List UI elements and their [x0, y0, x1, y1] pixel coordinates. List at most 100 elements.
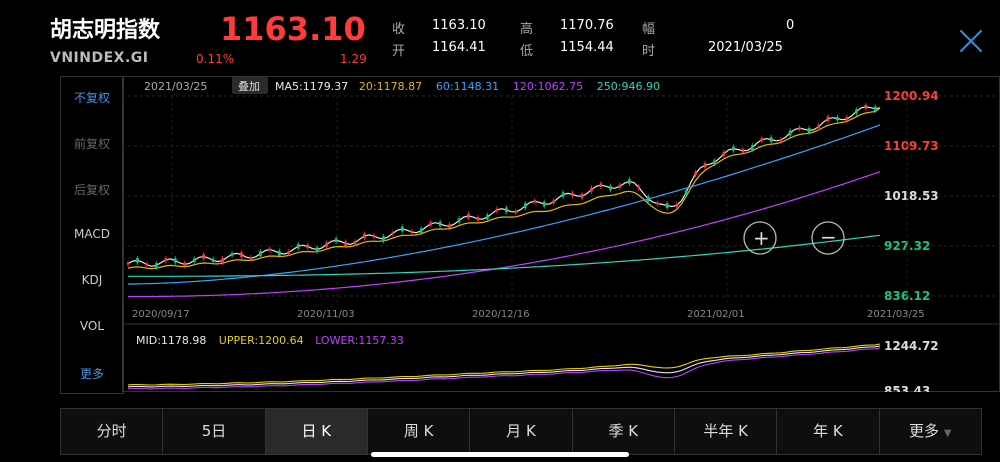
chart-area[interactable]: 2021/03/25 叠加 MA5:1179.37 20:1178.87 60:1148…	[122, 76, 1000, 398]
candle-body	[826, 116, 830, 122]
candle-body	[580, 193, 584, 199]
x-axis-label-1: 2020/11/03	[297, 309, 355, 320]
quote-value-low: 1154.44	[560, 40, 614, 55]
tab-yearly-k[interactable]: 年 K	[777, 409, 880, 454]
overlay-button-bg[interactable]	[232, 77, 268, 94]
candle-body	[703, 163, 707, 168]
kline-chart[interactable]: 2021/03/25 叠加 MA5:1179.37 20:1178.87 60:1148…	[122, 76, 1000, 398]
candle-body	[476, 217, 480, 221]
candle-body	[429, 222, 432, 226]
tab-5day[interactable]: 5日	[163, 409, 266, 454]
candle-body	[864, 104, 868, 109]
candle-body	[173, 258, 177, 263]
candle-body	[344, 241, 347, 246]
candle-body	[561, 192, 565, 197]
candle-body	[788, 130, 792, 136]
candle-body	[334, 238, 338, 243]
candle-body	[665, 203, 669, 209]
quote-value-high: 1170.76	[560, 18, 614, 33]
candle-body	[192, 258, 196, 263]
boll-legend-1: UPPER:1200.64	[219, 334, 304, 347]
ma-legend-0: MA5:1179.37	[275, 80, 348, 93]
change-percent: 0.11%	[196, 52, 235, 66]
sidebar-item-backward-adjust[interactable]: 后复权	[73, 183, 110, 197]
candle-body	[183, 262, 187, 267]
candle-body	[259, 251, 262, 257]
candle-body	[523, 203, 527, 209]
sidebar-item-vol[interactable]: VOL	[79, 319, 105, 333]
candle-body	[448, 224, 451, 229]
quote-label-high: 高	[520, 22, 534, 37]
candle-body	[287, 251, 291, 255]
sidebar-item-no-adjust[interactable]: 不复权	[73, 91, 110, 105]
last-price: 1163.10	[220, 10, 366, 48]
tab-daily-k[interactable]: 日 K	[265, 409, 368, 454]
candle-body	[628, 178, 631, 184]
candle-body	[401, 226, 404, 232]
price-axis-label-2: 1018.53	[884, 189, 939, 203]
close-icon[interactable]	[958, 28, 984, 54]
candle-body	[514, 210, 518, 213]
candle-body	[533, 200, 537, 203]
boll-legend-0: MID:1178.98	[136, 334, 206, 347]
ma-legend-1: 20:1178.87	[359, 80, 422, 93]
boll-mid-line	[127, 345, 881, 388]
candle-body	[571, 192, 574, 197]
candle-body	[467, 213, 470, 219]
candle-body	[873, 106, 877, 111]
overlay-button[interactable]: 叠加	[238, 80, 260, 93]
candle-body	[221, 258, 224, 263]
candle-body	[315, 247, 319, 252]
index-code: VNINDEX.GI	[50, 50, 149, 66]
boll-axis-label-1: 853.43	[884, 384, 930, 392]
quote-label-time: 时	[642, 44, 656, 59]
ma-line-250	[128, 234, 881, 277]
chart-date: 2021/03/25	[144, 80, 207, 93]
candle-body	[438, 221, 442, 227]
candle-body	[230, 252, 234, 256]
tab-timeshare[interactable]: 分时	[61, 409, 164, 454]
period-tabbar: 分时 5日 日 K 周 K 月 K 季 K 半年 K 年 K 更多 ▼	[60, 408, 982, 455]
candle-body	[836, 116, 839, 121]
x-axis-label-0: 2020/09/17	[132, 309, 190, 320]
candle-body	[249, 257, 253, 260]
quote-label-low: 低	[520, 44, 534, 59]
candle-body	[798, 127, 801, 130]
tab-more[interactable]: 更多 ▼	[880, 409, 981, 454]
candle-body	[807, 127, 811, 133]
zoom-in-button[interactable]	[743, 221, 777, 255]
zoom-out-button[interactable]	[811, 221, 845, 255]
boll-legend-2: LOWER:1157.33	[315, 334, 404, 347]
candle-body	[240, 252, 243, 258]
tab-monthly-k[interactable]: 月 K	[470, 409, 573, 454]
index-name: 胡志明指数	[50, 18, 161, 43]
sidebar-item-forward-adjust[interactable]: 前复权	[73, 137, 110, 151]
ma-legend-2: 60:1148.31	[436, 80, 499, 93]
candle-body	[694, 172, 697, 176]
candle-body	[855, 109, 858, 114]
tab-weekly-k[interactable]: 周 K	[368, 409, 471, 454]
sidebar-item-more[interactable]: 更多	[79, 367, 104, 381]
candle-body	[268, 248, 272, 251]
candle-body	[145, 263, 149, 266]
boll-lower-line	[127, 347, 881, 390]
quote-value-amplitude: 0	[786, 18, 795, 33]
home-indicator	[371, 452, 629, 457]
sidebar-item-kdj[interactable]: KDJ	[81, 273, 103, 287]
tab-quarterly-k[interactable]: 季 K	[573, 409, 675, 454]
quote-value-time: 2021/03/25	[708, 40, 783, 55]
candle-body	[542, 201, 546, 207]
candle-body	[202, 254, 205, 259]
tab-halfyear-k[interactable]: 半年 K	[675, 409, 778, 454]
candle-body	[410, 230, 414, 234]
ma-line-120	[128, 171, 881, 298]
quote-label-amplitude: 幅	[642, 22, 656, 37]
candle-body	[684, 190, 688, 196]
candle-body	[363, 233, 366, 239]
candle-body	[741, 149, 745, 153]
ma-line-20	[127, 107, 881, 270]
candle-body	[845, 116, 849, 122]
sidebar-item-macd[interactable]: MACD	[74, 227, 110, 241]
candle-body	[278, 250, 281, 256]
candle-body	[457, 218, 461, 223]
